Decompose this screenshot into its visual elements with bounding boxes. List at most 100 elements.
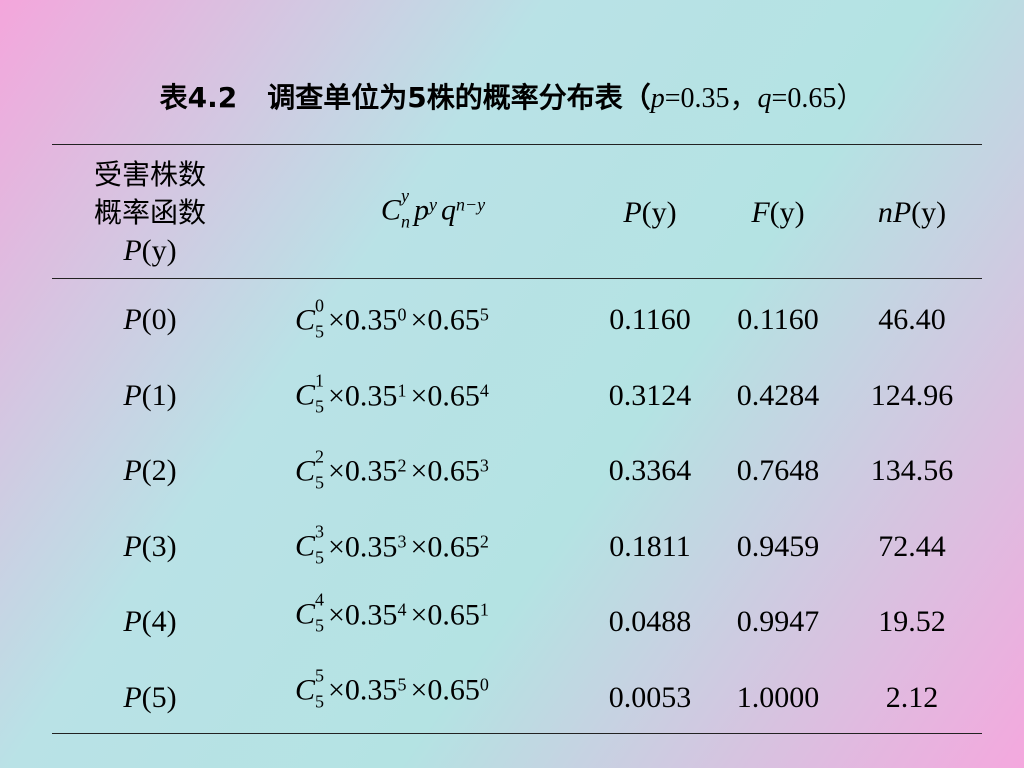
superscript: 5 <box>479 304 489 325</box>
value-cell: 0.9947 <box>737 603 820 641</box>
superscript: 1 <box>479 599 489 620</box>
formula-scripts: 2 <box>397 457 406 483</box>
formula-scripts: 0 <box>397 306 406 332</box>
subscript: 5 <box>315 548 325 569</box>
value: 0.9947 <box>736 605 820 639</box>
formula-piece: ×0.65 0 <box>410 672 492 710</box>
title-part: =0.65） <box>771 83 865 114</box>
superscript: 5 <box>315 665 325 686</box>
title-part: p <box>650 83 665 114</box>
function-name: P <box>123 529 142 563</box>
formula-base: C <box>295 454 316 488</box>
row-head-line: P(y) <box>94 232 206 270</box>
superscript: 4 <box>315 589 325 610</box>
formula-piece: ×0.35 2 <box>328 453 410 491</box>
subscript: 5 <box>315 472 325 493</box>
superscript: 2 <box>315 446 325 467</box>
superscript: n−y <box>455 194 486 215</box>
value: 0.1811 <box>609 529 691 563</box>
formula-base: ×0.35 <box>328 673 398 707</box>
formula-piece: ×0.35 4 <box>328 596 410 634</box>
value: 0.0053 <box>608 681 692 714</box>
superscript: 4 <box>397 599 407 620</box>
function-name: P <box>123 234 142 267</box>
column-header: P(y) <box>623 194 676 232</box>
formula-base: C <box>380 193 401 227</box>
row-formula: C 0 5 ×0.35 0 ×0.65 5 <box>295 296 493 340</box>
function-name: P <box>623 196 642 229</box>
function-arg: (y) <box>911 196 947 229</box>
row-label: P(3) <box>123 528 176 566</box>
formula-base: C <box>295 530 316 564</box>
function-name: P <box>123 378 142 412</box>
title: 表4.2 调查单位为5株的概率分布表（p=0.35，q=0.65） <box>0 76 1024 116</box>
formula-piece: ×0.35 5 <box>328 672 410 710</box>
value-cell: 72.44 <box>878 528 946 566</box>
value-cell: 0.3124 <box>609 377 692 415</box>
formula-base: q <box>440 193 456 227</box>
function-arg: (0) <box>141 303 177 336</box>
value-cell: 0.7648 <box>737 452 820 490</box>
value: 46.40 <box>878 303 946 336</box>
value: 0.4284 <box>736 378 820 412</box>
value: 2.12 <box>885 681 939 714</box>
function-arg: (1) <box>141 378 177 412</box>
superscript: 3 <box>397 531 407 552</box>
superscript: 3 <box>479 456 489 477</box>
formula-piece: ×0.35 0 <box>328 302 410 340</box>
row-head: 受害株数 概率函数 P(y) <box>94 156 206 270</box>
function-arg: (y) <box>769 196 805 229</box>
formula-piece: ×0.65 4 <box>410 377 492 415</box>
formula-base: C <box>295 378 316 412</box>
column-header: nP(y) <box>878 194 946 232</box>
value-cell: 0.1811 <box>609 528 690 566</box>
value: 1.0000 <box>736 681 820 714</box>
value: 0.1160 <box>609 303 691 336</box>
row-formula: C 4 5 ×0.35 4 ×0.65 1 <box>295 591 493 635</box>
superscript: 1 <box>315 370 325 391</box>
formula-base: ×0.65 <box>410 303 480 337</box>
value-cell: 134.56 <box>871 452 954 490</box>
superscript: 0 <box>315 295 325 316</box>
superscript: y <box>428 194 437 215</box>
row-label: P(0) <box>123 301 176 339</box>
formula-scripts: 3 <box>397 533 406 559</box>
function-name: P <box>123 605 142 639</box>
function-name: F <box>751 196 770 229</box>
title-part: 表4.2 <box>159 81 238 114</box>
function-arg: (3) <box>141 529 177 563</box>
formula-base: C <box>295 303 316 337</box>
function-name: P <box>123 681 142 714</box>
subscript: 5 <box>315 691 325 712</box>
function-name: P <box>123 303 142 336</box>
function-arg: (y) <box>141 234 177 267</box>
formula-piece: ×0.65 3 <box>410 453 492 491</box>
value: 0.7648 <box>736 454 820 488</box>
row-label: P(1) <box>123 377 176 415</box>
row-label: P(4) <box>123 603 176 641</box>
formula-base: ×0.35 <box>328 454 398 488</box>
row-head-line: 概率函数 <box>93 196 207 229</box>
row-formula: C 3 5 ×0.35 3 ×0.65 2 <box>295 523 493 569</box>
value-cell: 0.3364 <box>609 452 692 490</box>
superscript: 5 <box>397 674 407 695</box>
formula-base: p <box>413 193 429 227</box>
formula-base: ×0.35 <box>328 598 398 632</box>
value-cell: 1.0000 <box>737 679 820 717</box>
row-head-line: 受害株数 <box>93 158 207 191</box>
function-name: P <box>123 454 142 488</box>
formula-scripts: 4 <box>397 600 406 626</box>
formula-scripts: 1 <box>480 600 489 626</box>
value: 0.0488 <box>608 605 692 639</box>
formula-base: ×0.65 <box>410 530 480 564</box>
formula-scripts: 5 <box>397 676 406 702</box>
superscript: 4 <box>479 380 489 401</box>
value-cell: 124.96 <box>871 377 954 415</box>
